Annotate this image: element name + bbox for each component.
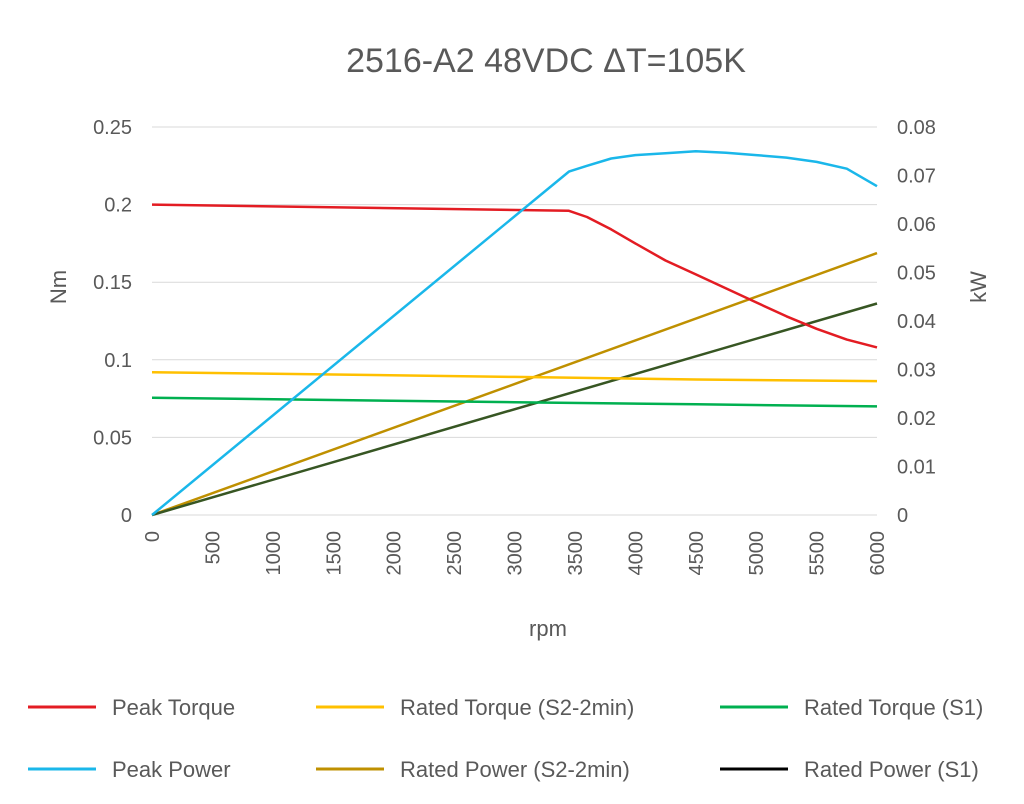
x-tick-label: 1000 bbox=[263, 531, 285, 576]
chart-title: 2516-A2 48VDC ΔT=105K bbox=[346, 42, 746, 80]
y2-tick-label: 0.02 bbox=[897, 408, 936, 430]
x-tick-label: 4000 bbox=[625, 531, 647, 576]
right-axis-ticks: 0 0.01 0.02 0.03 0.04 0.05 0.06 0.07 0.08 bbox=[897, 117, 936, 527]
y2-tick-label: 0.08 bbox=[897, 117, 936, 139]
x-tick-label: 4500 bbox=[686, 531, 708, 576]
legend-label-peak-power: Peak Power bbox=[112, 757, 231, 782]
legend: Peak Torque Rated Torque (S2-2min) Rated T… bbox=[28, 695, 983, 782]
series-line-rated-power-s2-2min bbox=[151, 251, 878, 517]
y-tick-label: 0.1 bbox=[104, 350, 132, 372]
x-axis-ticks: 0 500 1000 1500 2000 2500 3000 3500 4000 4500 5000… bbox=[142, 531, 889, 576]
y2-tick-label: 0.05 bbox=[897, 263, 936, 285]
y-tick-label: 0.15 bbox=[93, 272, 132, 294]
y2-tick-label: 0.01 bbox=[897, 457, 936, 479]
y2-axis-title: kW bbox=[966, 271, 991, 303]
y2-tick-label: 0 bbox=[897, 505, 908, 527]
series-line-rated-torque-s2-2min bbox=[151, 370, 878, 383]
x-tick-label: 6000 bbox=[867, 531, 889, 576]
x-axis-title: rpm bbox=[529, 616, 567, 641]
series-lines bbox=[151, 150, 878, 517]
y-tick-label: 0.25 bbox=[93, 117, 132, 139]
y-tick-label: 0 bbox=[121, 505, 132, 527]
series-line-rated-power-s1 bbox=[151, 302, 878, 517]
y2-tick-label: 0.03 bbox=[897, 360, 936, 382]
gridlines bbox=[152, 126, 877, 516]
series-line-rated-torque-s1 bbox=[151, 396, 878, 408]
x-tick-label: 5000 bbox=[746, 531, 768, 576]
y-tick-label: 0.2 bbox=[104, 195, 132, 217]
legend-label-rated-power-s1: Rated Power (S1) bbox=[804, 757, 979, 782]
y2-tick-label: 0.07 bbox=[897, 166, 936, 188]
x-tick-label: 0 bbox=[142, 531, 164, 542]
legend-label-rated-torque-s1: Rated Torque (S1) bbox=[804, 695, 983, 720]
x-tick-label: 1500 bbox=[323, 531, 345, 576]
legend-label-peak-torque: Peak Torque bbox=[112, 695, 235, 720]
x-tick-label: 2500 bbox=[444, 531, 466, 576]
y2-tick-label: 0.04 bbox=[897, 311, 936, 333]
y2-tick-label: 0.06 bbox=[897, 214, 936, 236]
series-line-peak-torque bbox=[151, 203, 878, 349]
x-tick-label: 500 bbox=[202, 531, 224, 564]
x-tick-label: 3500 bbox=[565, 531, 587, 576]
y-axis-title: Nm bbox=[46, 270, 71, 304]
x-tick-label: 2000 bbox=[384, 531, 406, 576]
legend-label-rated-power-s2-2min: Rated Power (S2-2min) bbox=[400, 757, 630, 782]
y-tick-label: 0.05 bbox=[93, 427, 132, 449]
x-tick-label: 5500 bbox=[807, 531, 829, 576]
x-tick-label: 3000 bbox=[505, 531, 527, 576]
left-axis-ticks: 0 0.05 0.1 0.15 0.2 0.25 bbox=[93, 117, 132, 527]
series-line-peak-power bbox=[151, 150, 878, 516]
legend-label-rated-torque-s2-2min: Rated Torque (S2-2min) bbox=[400, 695, 634, 720]
